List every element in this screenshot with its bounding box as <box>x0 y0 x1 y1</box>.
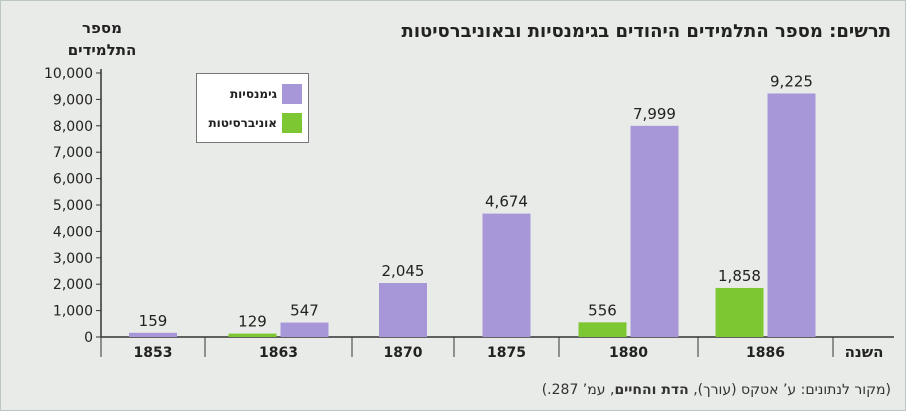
x-tick-label: 1875 <box>487 345 526 361</box>
y-tick-label: 7,000 <box>53 145 93 161</box>
x-tick-label: 1863 <box>259 345 298 361</box>
data-label-gymnasium: 159 <box>139 312 168 330</box>
x-tick-label: 1886 <box>746 345 785 361</box>
bar-university <box>228 333 277 337</box>
legend-label-gymnasium: גימנסיות <box>229 87 277 101</box>
x-tick-label: 1853 <box>134 345 173 361</box>
x-tick-label: 1880 <box>609 345 648 361</box>
data-label-university: 556 <box>588 301 617 319</box>
data-label-university: 1,858 <box>718 267 761 285</box>
bar-gymnasium <box>129 332 177 337</box>
bar-university <box>715 287 764 337</box>
data-label-gymnasium: 7,999 <box>633 105 676 123</box>
legend-label-university: אוניברסיטות <box>208 116 277 130</box>
y-tick-label: 2,000 <box>53 277 93 293</box>
y-tick-label: 9,000 <box>53 92 93 108</box>
y-tick-label: 4,000 <box>53 224 93 240</box>
bar-university <box>578 322 627 337</box>
y-tick-label: 8,000 <box>53 119 93 135</box>
legend: גימנסיות אוניברסיטות <box>196 73 309 143</box>
y-tick-label: 5,000 <box>53 198 93 214</box>
bar-gymnasium <box>280 322 329 337</box>
source-note: (מקור לנתונים: ע’ אטקס (עורך), הדת והחיי… <box>542 382 891 398</box>
y-tick-label: 0 <box>84 330 93 346</box>
bar-gymnasium <box>482 213 531 337</box>
data-label-gymnasium: 9,225 <box>770 72 813 90</box>
bar-gymnasium <box>379 283 427 337</box>
legend-swatch-gymnasium <box>282 84 302 104</box>
x-axis-label: השנה <box>845 343 884 361</box>
chart-title: תרשים: מספר התלמידים היהודים בגימנסיות ו… <box>401 21 891 42</box>
bar-gymnasium <box>630 125 679 337</box>
source-suffix: , עמ’ 287.) <box>541 382 615 398</box>
y-tick-label: 1,000 <box>53 304 93 320</box>
legend-swatch-university <box>282 113 302 133</box>
legend-item-university: אוניברסיטות <box>208 113 302 133</box>
source-book-title: הדת והחיים <box>614 382 689 398</box>
y-axis-label: מספר התלמידים <box>67 19 137 59</box>
data-label-gymnasium: 2,045 <box>382 262 425 280</box>
data-label-gymnasium: 4,674 <box>485 193 528 211</box>
bar-gymnasium <box>767 93 816 338</box>
data-label-university: 129 <box>238 313 267 331</box>
source-prefix: (מקור לנתונים: ע’ אטקס (עורך), <box>688 382 891 398</box>
y-tick-label: 10,000 <box>44 66 93 82</box>
y-tick-label: 3,000 <box>53 251 93 267</box>
y-tick-label: 6,000 <box>53 172 93 188</box>
data-label-gymnasium: 547 <box>290 302 319 320</box>
x-tick-label: 1870 <box>384 345 423 361</box>
legend-item-gymnasium: גימנסיות <box>230 84 302 104</box>
